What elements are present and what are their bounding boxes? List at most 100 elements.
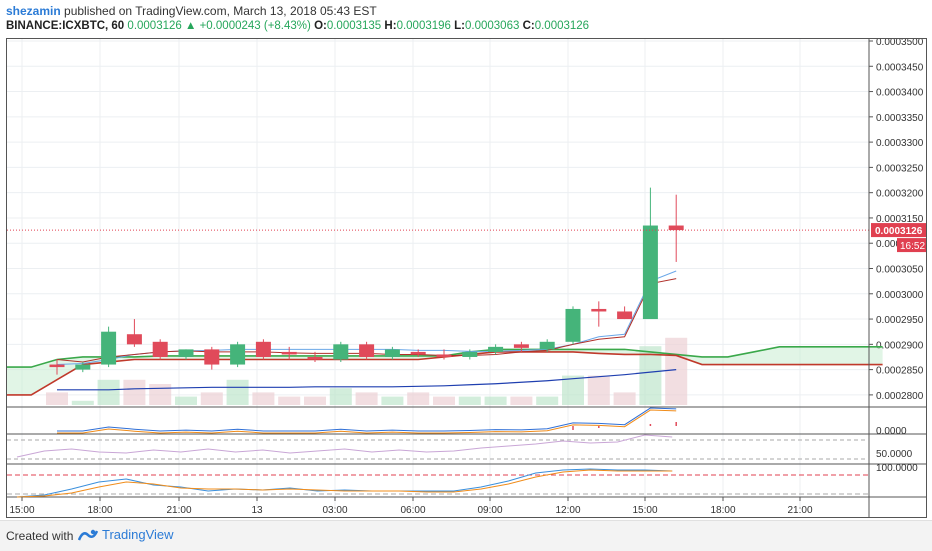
candle-down [359,344,375,357]
time-tick-label: 12:00 [555,505,580,516]
chart-author-line: shezamin published on TradingView.com, M… [6,4,377,18]
stoch-k-line [16,468,673,498]
candle-down [410,351,426,355]
volume-bar [665,337,688,405]
volume-bar [123,379,146,405]
volume-bar [613,392,636,405]
volume-bar [252,392,275,405]
time-tick-label: 13 [251,505,263,516]
price-tick-label: 0.0003400 [876,88,924,99]
candle-down [126,334,142,345]
volume-bar [458,396,481,405]
candlestick-chart[interactable]: 0.0003500 0.0003450 0.0003400 0.0003350 0.00… [5,37,927,517]
candle-down [617,311,633,320]
candle-up [230,344,246,365]
rsi-line [16,434,673,458]
volume-bar [639,346,662,405]
change-value: +0.0000243 (+8.43%) [199,20,311,32]
close-label: C: [522,20,535,32]
created-with-label: Created with [6,529,74,543]
volume-bar [329,388,352,405]
price-tick-label: 0.0002850 [876,366,924,377]
open-value: 0.0003135 [326,20,382,32]
macd-signal-line [57,409,677,434]
candle-up [642,225,658,320]
price-tick-label: 0.0003250 [876,163,924,174]
candle-down [281,351,297,355]
volume-bar [97,379,120,405]
low-value: 0.0003063 [465,20,520,32]
candle-down [307,356,323,360]
time-tag-box [897,238,927,253]
volume-bar [304,396,326,405]
time-tick-label: 15:00 [9,505,34,516]
last-price: 0.0003126 [127,20,182,32]
time-tick-label: 18:00 [87,505,112,516]
volume-bar [200,392,223,405]
candle-down [513,344,529,348]
candle-up [384,349,400,357]
price-tick-label: 0.0002950 [876,315,924,326]
candle-down [204,349,220,365]
volume-bar [381,396,404,405]
ohlc-line: BINANCE:ICXBTC, 60 0.0003126 ▲ +0.000024… [6,20,589,32]
volume-bar [562,375,584,405]
price-tick-label: 0.0003150 [876,214,924,225]
candle-up [488,346,504,352]
indicator2-tick-label: 50.0000 [876,449,913,460]
volume-bar [536,396,559,405]
volume-bar [510,396,533,405]
volume-bar [175,396,197,405]
tradingview-brand-label: TradingView [102,527,174,542]
price-tag-label: 0.0003126 [875,226,923,237]
volume-bar [46,392,68,405]
time-tick-label: 03:00 [322,505,347,516]
candle-down [255,341,271,357]
close-value: 0.0003126 [534,20,590,32]
candle-up [565,308,581,342]
volume-bar [433,396,455,405]
tradingview-logo-icon [78,529,98,540]
time-tick-label: 21:00 [166,505,191,516]
candle-up [462,351,478,357]
price-tick-label: 0.0003500 [876,39,924,48]
stoch-d-line [16,469,673,498]
time-tick-label: 09:00 [477,505,502,516]
price-tick-label: 0.0003300 [876,138,924,149]
candle-up [333,344,349,360]
chart-area[interactable]: 0.0003500 0.0003450 0.0003400 0.0003350 0.00… [5,37,927,518]
author-link[interactable]: shezamin [6,4,61,18]
volume-bar [484,396,507,405]
time-tick-label: 06:00 [400,505,425,516]
price-tick-label: 0.0003050 [876,265,924,276]
candle-down [668,225,684,231]
symbol-label: BINANCE:ICXBTC, 60 [6,20,125,32]
indicator1-tick-label: 0.0000 [876,426,907,437]
footer-bar: Created with TradingView [0,520,932,551]
candle-up [178,349,194,357]
volume-bar [226,379,249,405]
volume-bar [278,396,301,405]
low-label: L: [454,20,465,32]
up-arrow-icon: ▲ [185,20,197,32]
tradingview-link[interactable]: TradingView [78,527,174,542]
time-tick-label: 15:00 [632,505,657,516]
price-tick-label: 0.0002900 [876,340,924,351]
time-tick-label: 21:00 [787,505,812,516]
volume-bar [407,392,430,405]
price-tick-label: 0.0003450 [876,62,924,73]
high-label: H: [384,20,397,32]
price-tick-label: 0.0003000 [876,290,924,301]
indicator3-tick-label: 100.0000 [876,463,918,474]
price-tick-label: 0.0002800 [876,391,924,402]
candle-down [591,308,607,312]
published-text: published on TradingView.com, March 13, … [64,4,377,18]
time-tag-label: 16:52 [900,241,925,252]
price-tick-label: 0.0003200 [876,189,924,200]
macd-line [57,407,677,432]
candle-down [49,364,65,368]
candle-down [436,354,452,357]
price-tick-label: 0.0003350 [876,113,924,124]
candle-down [152,341,168,357]
open-label: O: [314,20,327,32]
